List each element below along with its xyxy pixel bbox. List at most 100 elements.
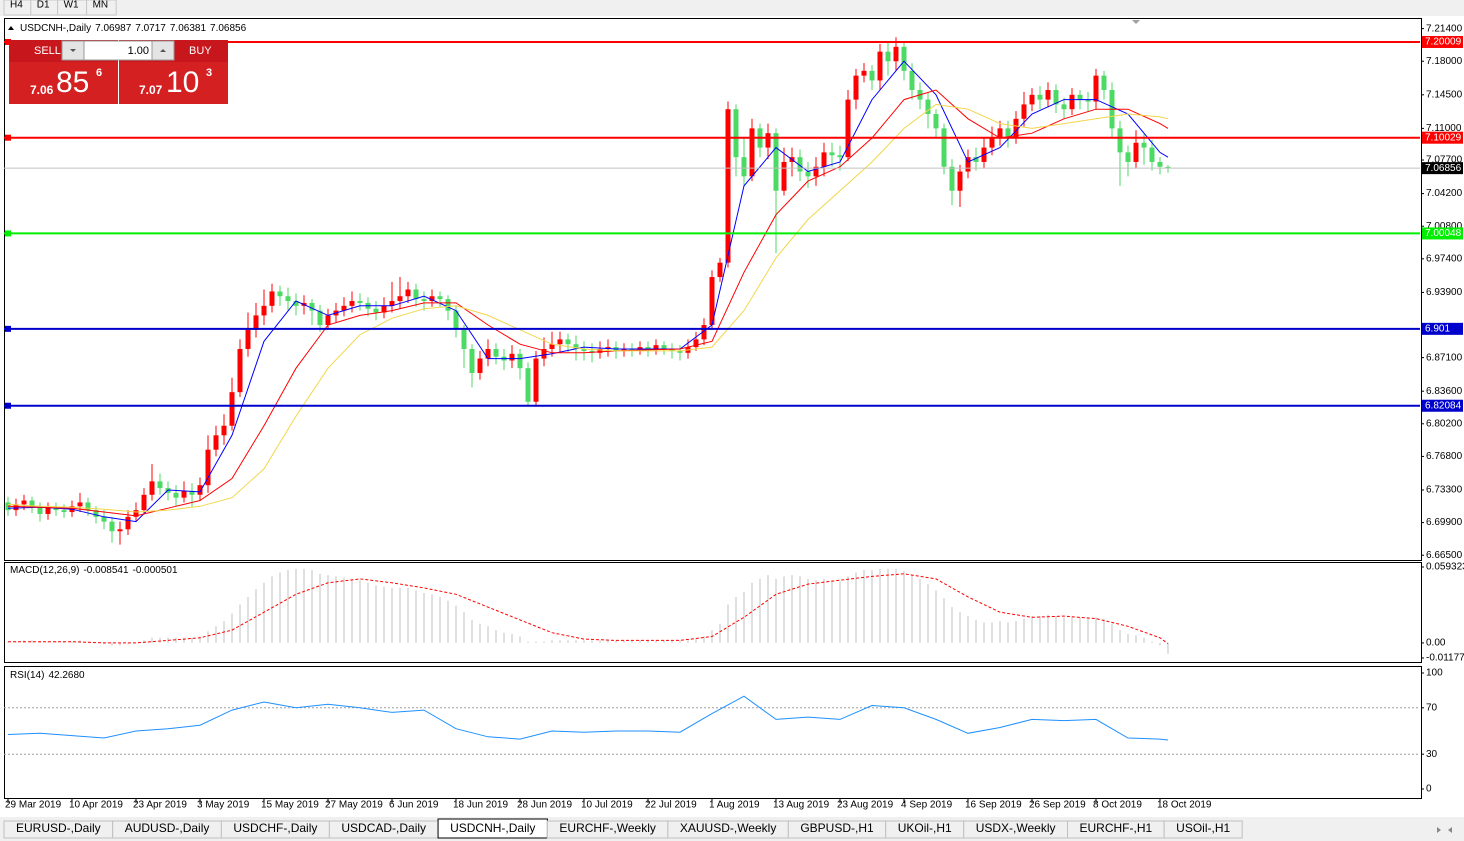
y-tick-label: 100 xyxy=(1426,668,1443,679)
candle-body xyxy=(29,500,35,508)
candle-body xyxy=(213,435,219,450)
candle-body xyxy=(277,291,283,297)
y-tick-label: -0.011773 xyxy=(1426,653,1464,664)
candle-body xyxy=(13,504,19,511)
x-tick-label: 26 Sep 2019 xyxy=(1029,800,1086,811)
chart-tab-label[interactable]: EURCHF-,Weekly xyxy=(559,821,655,835)
candle-body xyxy=(1069,94,1075,110)
chart-tab-label[interactable]: USDX-,Weekly xyxy=(976,821,1056,835)
y-tick-label: 70 xyxy=(1426,702,1438,713)
candle-body xyxy=(1165,166,1171,169)
bid-lead: 7.06 xyxy=(30,83,54,97)
chart-tab[interactable] xyxy=(1163,820,1243,839)
indicator-header: MACD(12,26,9) -0.008541 -0.000501 xyxy=(10,565,178,576)
level-tag xyxy=(1422,35,1463,48)
ohlc-value: 7.06987 xyxy=(95,23,132,34)
chart-tab-label[interactable]: USDCNH-,Daily xyxy=(450,821,535,835)
chart-tab-label[interactable]: USOil-,H1 xyxy=(1176,821,1230,835)
timeframe-tab[interactable] xyxy=(86,0,117,16)
candle-body xyxy=(781,161,787,191)
candle-body xyxy=(653,345,659,349)
y-tick-label: 7.14500 xyxy=(1426,89,1463,100)
candle-body xyxy=(317,310,323,326)
candle-body xyxy=(141,494,147,511)
candle-body xyxy=(477,358,483,373)
candle-body xyxy=(229,392,235,426)
candle-body xyxy=(997,128,1003,138)
y-tick-label: 6.66500 xyxy=(1426,550,1463,561)
candle-body xyxy=(413,289,419,300)
tab-scroll[interactable] xyxy=(1437,827,1452,833)
candle-body xyxy=(557,339,563,345)
candle-body xyxy=(1037,94,1043,100)
x-tick-label: 15 May 2019 xyxy=(261,800,319,811)
macd-value: -0.008541 xyxy=(83,565,128,576)
candle-body xyxy=(549,344,555,349)
timeframe-label[interactable]: H4 xyxy=(10,0,23,11)
candle-body xyxy=(37,507,43,514)
chart-title: USDCNH-,Daily xyxy=(20,23,91,34)
sell-button[interactable]: SELL xyxy=(34,45,61,57)
y-tick-label: 0 xyxy=(1426,784,1432,795)
candle-body xyxy=(869,70,875,81)
x-tick-label: 18 Jun 2019 xyxy=(453,800,508,811)
x-tick-label: 10 Apr 2019 xyxy=(69,800,123,811)
chart-tab-label[interactable]: UKOil-,H1 xyxy=(898,821,952,835)
candle-body xyxy=(421,299,427,302)
candle-body xyxy=(845,99,851,158)
y-tick-label: 6.83600 xyxy=(1426,386,1463,397)
level-tag-label: 6.82084 xyxy=(1425,400,1462,411)
candle-body xyxy=(621,348,627,351)
candle-body xyxy=(293,301,299,306)
candle-body xyxy=(973,157,979,162)
timeframe-tabs: H4 D1 W1 MN xyxy=(3,0,117,16)
level-tag-label: 7.20009 xyxy=(1425,37,1462,48)
candle-body xyxy=(117,529,123,532)
candle-body xyxy=(85,502,91,511)
chart-tab-label[interactable]: XAUUSD-,Weekly xyxy=(680,821,776,835)
candle-body xyxy=(933,113,939,129)
candle-body xyxy=(805,171,811,177)
candle-body xyxy=(1117,128,1123,153)
collapse-icon xyxy=(8,26,14,30)
chart-tab-label[interactable]: GBPUSD-,H1 xyxy=(800,821,874,835)
y-tick-label: 0.00 xyxy=(1426,638,1446,649)
candle-body xyxy=(341,305,347,311)
price-tag xyxy=(1422,162,1463,175)
candle-body xyxy=(525,368,531,402)
ohlc-value: 7.06381 xyxy=(170,23,207,34)
x-tick-label: 23 Aug 2019 xyxy=(837,800,894,811)
candle-body xyxy=(93,510,99,517)
candle-body xyxy=(181,490,187,498)
chart-tab-label[interactable]: USDCHF-,Daily xyxy=(233,821,317,835)
one-click-panel: SELL BUY 1.00 7.06 85 6 7.07 10 3 xyxy=(9,40,228,104)
price-tag-label: 7.06856 xyxy=(1425,163,1462,174)
candle-body xyxy=(149,481,155,495)
candle-body xyxy=(1029,94,1035,105)
timeframe-label[interactable]: D1 xyxy=(37,0,50,11)
indicator-title: RSI(14) xyxy=(10,670,44,681)
y-tick-label: 30 xyxy=(1426,749,1438,760)
y-tick-label: 7.21400 xyxy=(1426,23,1463,34)
candle-body xyxy=(813,166,819,177)
chart-tab-label[interactable]: EURCHF-,H1 xyxy=(1080,821,1153,835)
candle-body xyxy=(461,329,467,349)
timeframe-label[interactable]: W1 xyxy=(64,0,79,11)
buy-button[interactable]: BUY xyxy=(189,45,212,57)
level-tag xyxy=(1422,399,1463,412)
candle-body xyxy=(749,128,755,177)
chart-tab-label[interactable]: AUDUSD-,Daily xyxy=(125,821,210,835)
chart-header: USDCNH-,Daily 7.06987 7.0717 7.06381 7.06856 xyxy=(20,23,247,34)
x-tick-label: 28 Jun 2019 xyxy=(517,800,572,811)
candle-body xyxy=(397,296,403,302)
chart-tab-label[interactable]: USDCAD-,Daily xyxy=(341,821,426,835)
timeframe-label[interactable]: MN xyxy=(93,0,109,11)
candle-body xyxy=(1149,147,1155,162)
candle-body xyxy=(1021,104,1027,119)
y-tick-label: 6.93900 xyxy=(1426,287,1463,298)
candle-body xyxy=(581,348,587,351)
candle-body xyxy=(1157,161,1163,167)
chart-tab-label[interactable]: EURUSD-,Daily xyxy=(16,821,101,835)
candle-body xyxy=(701,325,707,340)
